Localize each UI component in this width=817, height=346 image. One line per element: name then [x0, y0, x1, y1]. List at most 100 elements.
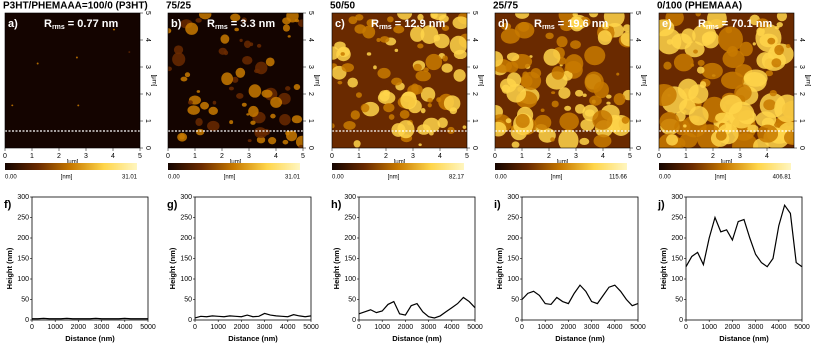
- x-tick-label: 2: [220, 153, 224, 160]
- x-tick-label: 3: [574, 153, 578, 160]
- afm-grain: [270, 96, 283, 108]
- x-tick-label: 3000: [584, 324, 600, 331]
- afm-grain: [366, 18, 376, 27]
- rrms-symbol: R: [207, 18, 215, 30]
- panel-label: d): [498, 18, 509, 30]
- x-tick-label: 3000: [421, 324, 437, 331]
- afm-grain: [683, 124, 687, 128]
- y-tick-label: 5: [307, 11, 314, 15]
- x-tick-label: 1: [684, 153, 688, 160]
- afm-grain: [243, 40, 252, 49]
- y-tick-label: 3: [307, 65, 314, 69]
- x-tick-label: 4: [111, 153, 115, 160]
- afm-grain: [355, 92, 362, 98]
- afm-grain: [388, 114, 395, 120]
- colorbar-min: 0.00: [168, 175, 180, 181]
- plot-frame: [31, 196, 149, 321]
- y-axis-title: Height (nm): [495, 247, 504, 289]
- rrms-sub: rms: [215, 24, 228, 31]
- afm-image: [495, 13, 630, 148]
- rrms-symbol: R: [371, 18, 379, 30]
- y-axis-title: Height (nm): [332, 247, 341, 289]
- afm-grain: [606, 101, 611, 105]
- x-tick-label: 3: [84, 153, 88, 160]
- y-tick-label: 1: [307, 119, 314, 123]
- afm-grain: [506, 52, 520, 62]
- afm-grain: [200, 101, 209, 110]
- afm-grain: [256, 43, 262, 48]
- x-tick-label: 2000: [234, 324, 250, 331]
- afm-grain: [495, 121, 507, 137]
- afm-grain: [707, 13, 727, 29]
- afm-grain: [415, 70, 431, 82]
- afm-grain: [187, 105, 200, 115]
- afm-grain: [355, 14, 364, 21]
- y-tick-label: 2: [634, 92, 641, 96]
- panel-title: 50/50: [330, 1, 355, 12]
- afm-grain: [575, 89, 584, 97]
- panel-label: g): [167, 199, 178, 211]
- colorbar-max: 31.01: [122, 175, 138, 181]
- afm-grain: [420, 107, 426, 114]
- x-tick-label: 5000: [794, 324, 810, 331]
- x-axis-unit: [μm]: [721, 160, 733, 166]
- x-tick-label: 0: [3, 153, 7, 160]
- afm-grain: [410, 26, 425, 42]
- colorbar-unit: [nm]: [388, 175, 400, 181]
- afm-grain: [746, 133, 754, 139]
- y-tick-label: 4: [471, 38, 478, 42]
- colorbar-unit: [nm]: [224, 175, 236, 181]
- afm-grain: [242, 56, 253, 65]
- x-tick-label: 1: [30, 153, 34, 160]
- afm-grain: [558, 129, 579, 148]
- colorbar-unit: [nm]: [551, 175, 563, 181]
- afm-grain: [230, 13, 241, 22]
- afm-grain: [551, 91, 556, 95]
- afm-grain: [597, 30, 612, 46]
- afm-grain: [246, 113, 250, 116]
- afm-grain: [229, 120, 234, 125]
- rrms-sub: rms: [706, 24, 719, 31]
- afm-grain: [377, 91, 396, 105]
- panel-label: j): [657, 199, 665, 211]
- afm-grain: [495, 51, 504, 67]
- afm-grain: [177, 132, 188, 142]
- panel-label: c): [335, 18, 345, 30]
- x-tick-label: 0: [30, 324, 34, 331]
- afm-grain: [282, 139, 289, 145]
- panel-label: i): [494, 199, 501, 211]
- afm-grain: [348, 16, 358, 25]
- rrms-label: Rrms = 12.9 nm: [371, 18, 445, 31]
- afm-grain: [520, 74, 533, 88]
- afm-grain: [569, 16, 584, 32]
- afm-grain: [515, 13, 530, 19]
- afm-grain: [452, 16, 467, 30]
- afm-grain: [341, 63, 354, 72]
- afm-grain: [558, 87, 571, 99]
- rrms-symbol: R: [698, 18, 706, 30]
- y-tick-label: 5: [634, 11, 641, 15]
- y-tick-label: 100: [180, 276, 192, 283]
- afm-grain: [540, 108, 545, 113]
- y-axis-unit: [μm]: [640, 75, 646, 87]
- y-tick-label: 0: [352, 317, 356, 324]
- x-tick-label: 1000: [210, 324, 226, 331]
- afm-grain: [235, 67, 246, 78]
- x-tick-label: 4000: [280, 324, 296, 331]
- panel-label: b): [171, 18, 182, 30]
- y-tick-label: 250: [671, 214, 683, 221]
- afm-grain: [699, 81, 707, 89]
- y-tick-label: 2: [798, 92, 805, 96]
- afm-grain: [506, 72, 522, 88]
- afm-grain: [755, 18, 770, 29]
- afm-grain: [734, 84, 752, 101]
- afm-grain: [221, 72, 234, 86]
- colorbar-unit: [nm]: [715, 175, 727, 181]
- x-tick-label: 4000: [444, 324, 460, 331]
- afm-grain: [397, 13, 413, 20]
- x-axis-title: Distance (nm): [228, 334, 278, 343]
- y-tick-label: 3: [634, 65, 641, 69]
- afm-grain: [180, 76, 188, 82]
- afm-grain: [579, 137, 590, 146]
